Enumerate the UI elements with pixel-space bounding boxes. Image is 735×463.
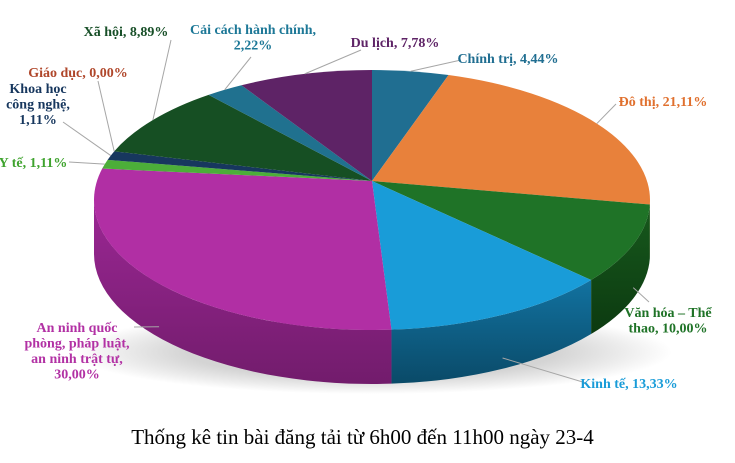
pie-sides-layer xyxy=(94,200,650,384)
leader-line-kinh-te xyxy=(502,357,587,384)
pie-tops-layer xyxy=(93,70,650,330)
leader-line-xa-hoi xyxy=(152,39,172,121)
pie-slice-du-lich xyxy=(241,70,372,181)
slice-label-an-ninh: An ninh quốc phòng, pháp luật, an ninh trậ… xyxy=(24,321,129,383)
pie-slice-cai-cach-hanh-chinh xyxy=(208,85,372,181)
slice-label-giao-duc: Giáo dục, 0,00% xyxy=(28,66,128,81)
pie-slice-kinh-te xyxy=(372,181,592,330)
slice-label-xa-hoi: Xã hội, 8,89% xyxy=(84,25,169,40)
leader-line-y-te xyxy=(68,161,105,165)
leader-line-do-thi xyxy=(596,103,617,124)
pie-slice-kinh-te-side xyxy=(391,280,592,384)
leader-line-van-hoa-the-thao xyxy=(632,287,650,303)
slice-label-khoa-hoc-cong-nghe: Khoa học công nghệ, 1,11% xyxy=(6,82,70,128)
slice-labels-layer: Chính trị, 4,44% Đô thị, 21,11% Văn hóa – … xyxy=(0,23,712,392)
pie-slice-khoa-hoc-cong-nghe xyxy=(107,151,372,181)
pie-slice-do-thi xyxy=(372,75,650,205)
leader-line-giao-duc xyxy=(97,80,115,152)
pie-slice-van-hoa-the-thao-side xyxy=(591,204,650,335)
slice-label-du-lich: Du lịch, 7,78% xyxy=(351,36,440,51)
slice-label-van-hoa-the-thao: Văn hóa – Thể thao, 10,00% xyxy=(624,306,712,337)
leader-line-chinh-tri xyxy=(410,59,462,72)
slice-label-do-thi: Đô thị, 21,11% xyxy=(619,95,708,110)
chart-caption: Thống kê tin bài đăng tải từ 6h00 đến 11… xyxy=(131,425,594,449)
pie-slice-an-ninh xyxy=(93,168,392,330)
slice-label-chinh-tri: Chính trị, 4,44% xyxy=(457,52,558,67)
leader-line-du-lich xyxy=(304,49,362,75)
pie-slice-an-ninh-side xyxy=(94,200,392,384)
slice-label-kinh-te: Kinh tế, 13,33% xyxy=(580,377,677,392)
pie-slice-y-te xyxy=(102,159,372,181)
slice-label-cai-cach-hanh-chinh: Cải cách hành chính, 2,22% xyxy=(190,23,316,54)
leader-line-cai-cach-hanh-chinh xyxy=(224,56,252,91)
leader-lines-layer xyxy=(62,39,650,384)
pie-slice-van-hoa-the-thao xyxy=(372,181,650,281)
leader-line-khoa-hoc-cong-nghe xyxy=(62,121,112,156)
pie-slice-chinh-tri xyxy=(372,70,449,181)
slice-label-y-te: Y tế, 1,11% xyxy=(0,156,67,171)
pie-slice-xa-hoi xyxy=(114,94,372,181)
